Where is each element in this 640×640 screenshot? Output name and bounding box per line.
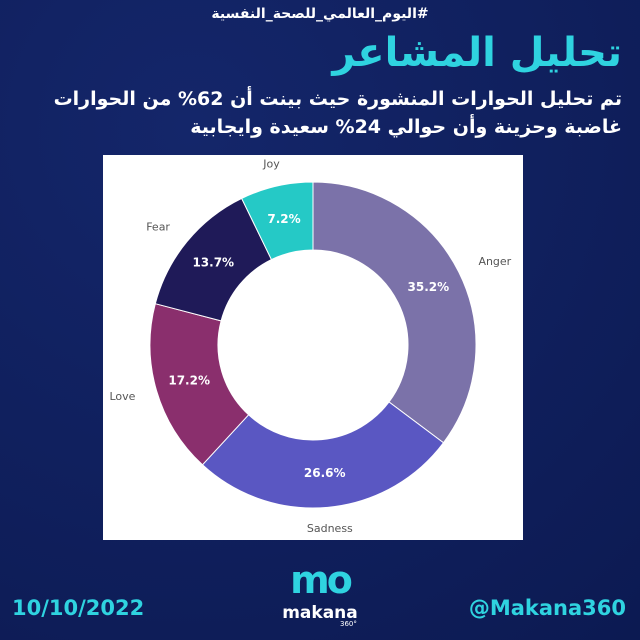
logo-sub: 360°	[340, 620, 357, 628]
value-label: 7.2%	[267, 212, 300, 226]
category-label: Fear	[146, 221, 170, 234]
category-label: Love	[109, 390, 135, 403]
category-label: Anger	[478, 255, 511, 268]
donut-segment	[241, 181, 314, 261]
value-label: 26.6%	[304, 466, 346, 480]
title: تحليل المشاعر	[332, 30, 622, 76]
logo-name: makana	[282, 603, 358, 623]
donut-segment	[312, 181, 477, 444]
donut-segment	[201, 401, 445, 509]
value-label: 17.2%	[168, 374, 210, 388]
category-label: Joy	[262, 158, 280, 171]
logo-mark: mo	[290, 558, 353, 602]
category-label: Sadness	[307, 522, 353, 535]
value-label: 35.2%	[408, 280, 450, 294]
subtitle: غاضبة وحزينة وأن حوالي 24% سعيدة وايجابي…	[190, 116, 622, 138]
handle: @Makana360	[468, 596, 626, 620]
hashtag: #اليوم_العالمي_للصحة_النفسية	[211, 6, 429, 22]
subtitle: تم تحليل الحوارات المنشورة حيث بينت أن 6…	[53, 88, 622, 110]
chart-panel: 35.2% Anger 26.6% Sadness 17.2% Love 13.7% Fear…	[103, 155, 523, 540]
chart: 35.2% Anger 26.6% Sadness 17.2% Love 13.7% Fear…	[109, 158, 511, 536]
value-label: 13.7%	[192, 256, 234, 270]
date: 10/10/2022	[12, 596, 145, 620]
